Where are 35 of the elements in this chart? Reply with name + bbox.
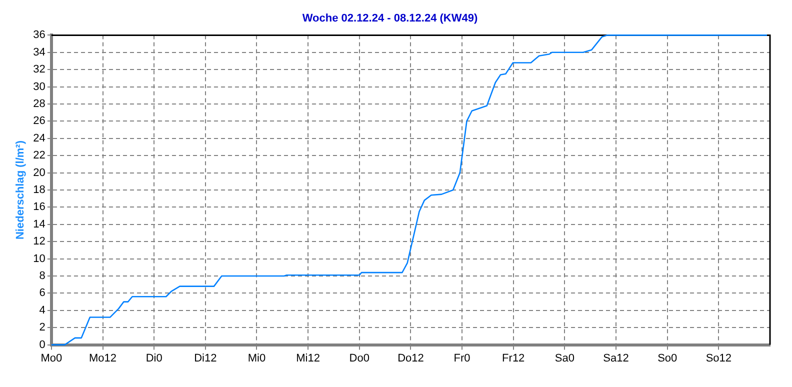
y-tick-label: 16 <box>33 201 46 214</box>
y-tick-label: 34 <box>33 46 46 58</box>
x-tick-label: Mi0 <box>248 352 266 364</box>
y-tick-label: 14 <box>33 218 46 230</box>
y-tick-label: 0 <box>39 338 46 351</box>
chart-title: Woche 02.12.24 - 08.12.24 (KW49) <box>302 12 478 25</box>
y-tick-label: 20 <box>33 166 46 179</box>
y-axis-title: Niederschlag (l/m²) <box>14 140 27 240</box>
x-tick-label: Mo12 <box>88 352 117 364</box>
y-tick-label: 26 <box>33 115 46 128</box>
y-tick-label: 10 <box>33 252 46 265</box>
x-tick-label: Sa0 <box>554 352 574 364</box>
y-tick-label: 28 <box>33 98 46 110</box>
x-tick-label: Mo0 <box>40 352 62 364</box>
x-tick-label: So0 <box>658 352 678 364</box>
x-tick-label: Di0 <box>146 352 162 364</box>
y-tick-label: 8 <box>39 270 46 282</box>
x-tick-label: So12 <box>706 352 732 364</box>
y-tick-label: 2 <box>39 322 46 334</box>
y-tick-label: 22 <box>33 150 46 162</box>
y-tick-label: 36 <box>33 29 46 42</box>
y-tick-label: 30 <box>33 80 46 93</box>
x-tick-label: Di12 <box>194 352 217 364</box>
y-tick-label: 4 <box>39 304 46 316</box>
y-tick-label: 32 <box>33 64 46 76</box>
x-tick-label: Sa12 <box>603 352 629 364</box>
x-tick-label: Do12 <box>398 352 424 364</box>
x-tick-label: Mi12 <box>296 352 320 364</box>
x-tick-label: Fr12 <box>502 352 525 364</box>
y-tick-label: 18 <box>33 184 46 196</box>
y-tick-label: 6 <box>39 287 46 300</box>
x-tick-label: Do0 <box>349 352 370 364</box>
y-tick-label: 24 <box>33 132 46 144</box>
x-tick-label: Fr0 <box>454 352 470 364</box>
y-tick-label: 12 <box>33 236 46 248</box>
